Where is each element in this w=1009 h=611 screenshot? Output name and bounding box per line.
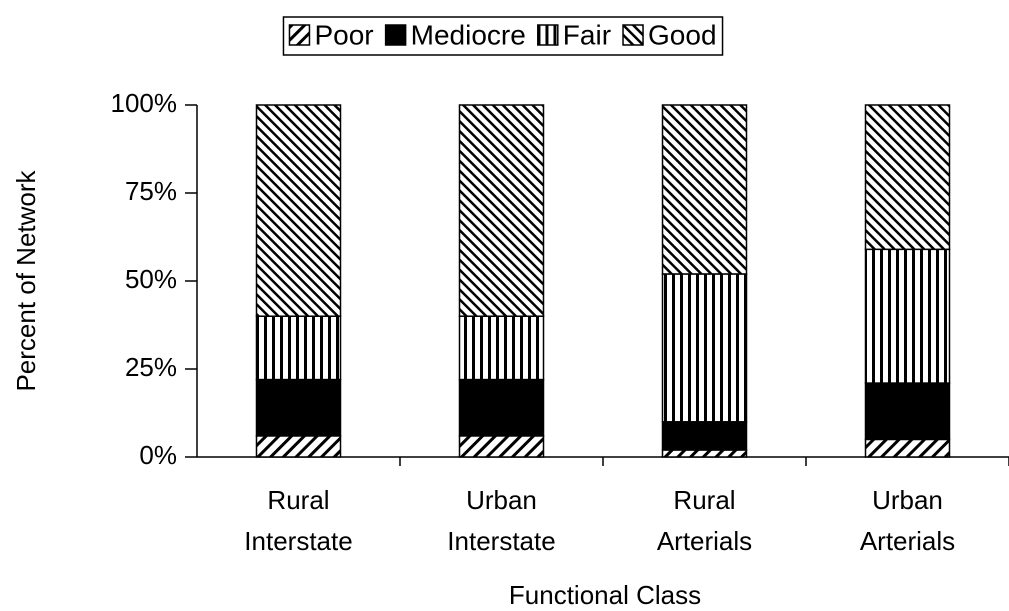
x-axis-title: Functional Class xyxy=(509,580,701,610)
legend-label: Mediocre xyxy=(411,19,526,50)
y-tick-label: 75% xyxy=(125,176,177,206)
bar-segment xyxy=(458,104,545,317)
bar-segment xyxy=(661,273,748,423)
legend-swatch xyxy=(537,24,559,46)
bar-segment xyxy=(661,421,748,451)
y-tick-label: 100% xyxy=(111,88,178,118)
legend-label: Good xyxy=(648,19,717,50)
legend-swatch xyxy=(384,24,407,46)
y-tick-label: 0% xyxy=(139,440,177,470)
bar-segment xyxy=(255,378,342,437)
bar-segment xyxy=(661,104,748,275)
bar-segment xyxy=(661,449,748,458)
x-tick-label: Rural Arterials xyxy=(657,485,752,556)
y-tick-label: 25% xyxy=(125,352,177,382)
legend-label: Fair xyxy=(563,19,611,50)
legend-label: Poor xyxy=(314,19,373,50)
bar-segment xyxy=(864,382,951,441)
legend-swatch xyxy=(288,24,311,46)
y-axis-title: Percent of Network xyxy=(11,169,41,391)
bar-segment xyxy=(864,438,951,458)
x-tick-label: Urban Arterials xyxy=(860,485,955,556)
legend-frame xyxy=(282,16,724,56)
bar-segment xyxy=(255,435,342,458)
bar-segment xyxy=(255,315,342,381)
bar-segment xyxy=(255,104,342,317)
legend: Poor Mediocre Fair Good xyxy=(288,19,717,50)
y-tick-label: 50% xyxy=(125,264,177,294)
bar-segment xyxy=(864,104,951,251)
bar-segment xyxy=(864,248,951,384)
bar-segment xyxy=(458,378,545,437)
x-tick-label: Rural Interstate xyxy=(244,485,352,556)
legend-swatch xyxy=(622,24,644,46)
bar-segment xyxy=(458,435,545,458)
bar-segment xyxy=(458,315,545,381)
x-tick-label: Urban Interstate xyxy=(447,485,555,556)
